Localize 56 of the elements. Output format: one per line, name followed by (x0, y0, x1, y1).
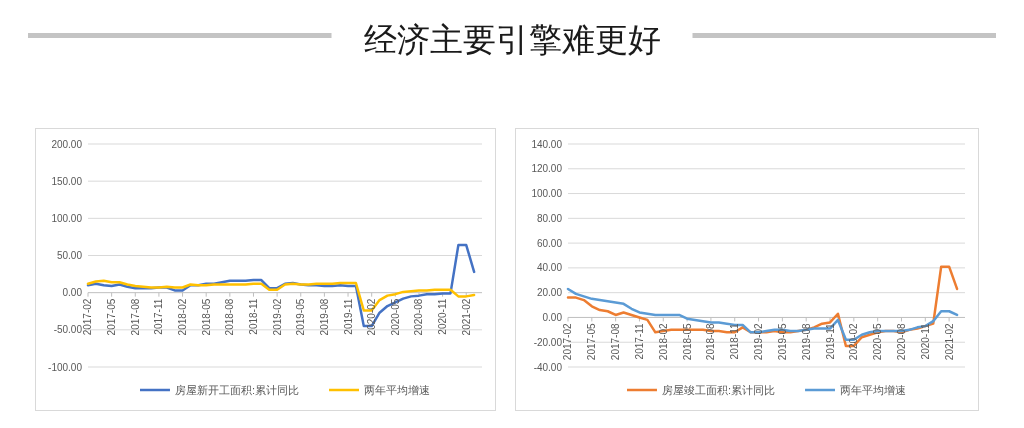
y-tick-label: -40.00 (533, 361, 562, 373)
x-tick-label: 2018-05 (681, 323, 693, 361)
legend-label: 房屋竣工面积:累计同比 (661, 384, 776, 396)
y-tick-label: 120.00 (531, 163, 562, 175)
x-tick-label: 2019-02 (753, 323, 765, 361)
x-tick-label: 2020-11 (919, 323, 931, 360)
x-tick-label: 2020-02 (848, 323, 860, 361)
y-tick-label: 80.00 (536, 212, 562, 224)
y-tick-label: -100.00 (48, 361, 82, 373)
y-tick-label: 100.00 (51, 212, 82, 224)
y-tick-label: -20.00 (533, 336, 562, 348)
y-tick-label: 100.00 (531, 188, 562, 200)
y-tick-label: 0.00 (62, 287, 82, 299)
y-tick-label: -50.00 (53, 324, 82, 336)
x-tick-label: 2018-11 (729, 323, 741, 360)
x-tick-label: 2019-08 (800, 323, 812, 361)
x-tick-label: 2017-05 (586, 323, 598, 361)
x-tick-label: 2017-11 (633, 323, 645, 360)
x-tick-label: 2020-05 (872, 323, 884, 361)
y-tick-label: 200.00 (51, 138, 82, 150)
x-tick-label: 2019-02 (271, 298, 283, 336)
x-tick-label: 2021-02 (460, 298, 472, 336)
x-tick-label: 2017-02 (562, 323, 574, 361)
legend-label: 房屋新开工面积:累计同比 (174, 384, 300, 396)
x-tick-label: 2017-08 (610, 323, 622, 361)
y-tick-label: 140.00 (531, 138, 562, 150)
legend-label: 两年平均增速 (364, 384, 431, 396)
y-tick-label: 50.00 (56, 250, 82, 261)
x-tick-label: 2019-05 (295, 298, 307, 336)
legend-label: 两年平均增速 (840, 384, 907, 396)
x-tick-label: 2021-02 (943, 323, 955, 361)
x-tick-label: 2019-11 (824, 323, 836, 360)
x-tick-label: 2020-08 (896, 323, 907, 361)
x-tick-label: 2019-11 (342, 298, 354, 335)
x-tick-label: 2017-05 (106, 298, 118, 336)
x-tick-label: 2017-02 (82, 298, 94, 336)
x-tick-label: 2020-11 (437, 298, 449, 335)
x-tick-label: 2018-02 (657, 323, 669, 361)
x-tick-label: 2017-08 (129, 298, 141, 336)
x-tick-label: 2020-08 (413, 298, 425, 336)
x-tick-label: 2018-08 (224, 298, 236, 336)
x-tick-label: 2020-05 (389, 298, 401, 336)
y-tick-label: 40.00 (536, 262, 562, 274)
x-tick-label: 2018-08 (705, 323, 717, 361)
y-tick-label: 60.00 (536, 237, 562, 249)
x-tick-label: 2019-05 (776, 323, 788, 361)
x-tick-label: 2017-11 (153, 298, 165, 335)
x-tick-label: 2018-02 (177, 298, 189, 336)
x-tick-label: 2020-02 (366, 298, 378, 336)
x-tick-label: 2019-08 (318, 298, 330, 336)
y-tick-label: 150.00 (51, 175, 82, 187)
x-tick-label: 2018-05 (200, 298, 212, 336)
y-tick-label: 0.00 (542, 311, 562, 323)
title: 经济主要引擎难更好 (363, 21, 661, 58)
y-tick-label: 20.00 (536, 287, 562, 299)
x-tick-label: 2018-11 (248, 298, 259, 335)
